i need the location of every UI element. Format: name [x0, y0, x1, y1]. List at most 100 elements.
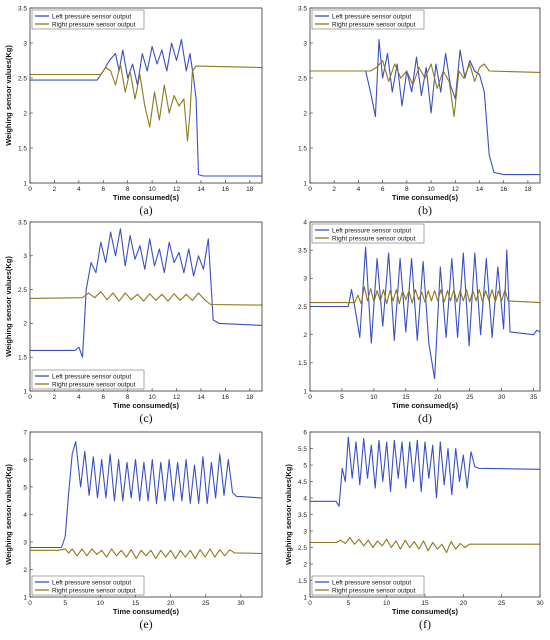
x-tick-label: 12: [452, 186, 460, 193]
y-tick-label: 2.5: [298, 75, 307, 82]
x-tick-label: 15: [421, 600, 429, 607]
series-line-left: [30, 228, 263, 358]
x-tick-label: 18: [524, 186, 532, 193]
y-tick-label: 3.5: [298, 5, 307, 12]
y-tick-label: 6: [303, 429, 307, 436]
y-axis-label: Weighing sensor values(Kg): [4, 45, 13, 146]
plot-frame: [29, 431, 263, 598]
y-tick-label: 1.5: [298, 578, 307, 585]
legend-box: [311, 223, 425, 244]
x-tick-label: 0: [308, 600, 312, 607]
panel-label: (c): [139, 411, 152, 425]
x-tick-label: 10: [427, 186, 435, 193]
x-axis-label: Time consumed(s): [113, 607, 180, 616]
y-tick-label: 3: [23, 253, 27, 260]
legend-entry: Left pressure sensor output: [332, 227, 411, 234]
legend-entry: Right pressure sensor output: [332, 587, 416, 594]
y-tick-label: 2: [23, 110, 27, 117]
x-tick-label: 20: [434, 394, 442, 401]
x-tick-label: 8: [405, 186, 409, 193]
y-tick-label: 5.5: [298, 446, 307, 453]
panel-label: (f): [419, 617, 431, 631]
x-tick-label: 5: [63, 600, 67, 607]
x-tick-label: 0: [28, 186, 32, 193]
legend-entry: Left pressure sensor output: [332, 13, 411, 20]
x-tick-label: 8: [126, 394, 130, 401]
y-tick-label: 1: [23, 180, 27, 187]
legend-box: [31, 575, 145, 596]
y-tick-label: 4: [303, 219, 307, 226]
x-tick-label: 14: [197, 186, 205, 193]
y-tick-label: 4: [303, 495, 307, 502]
legend-box: [31, 369, 145, 390]
x-tick-label: 16: [222, 186, 230, 193]
panel-label: (b): [418, 203, 432, 217]
plot-frame: [309, 7, 541, 184]
x-tick-label: 15: [402, 394, 410, 401]
y-tick-label: 3.5: [18, 5, 27, 12]
x-tick-label: 4: [77, 394, 81, 401]
y-tick-label: 2: [303, 332, 307, 339]
y-tick-label: 1.5: [298, 360, 307, 367]
x-tick-label: 4: [357, 186, 361, 193]
series-line-right: [30, 63, 263, 142]
x-tick-label: 8: [126, 186, 130, 193]
legend-entry: Right pressure sensor output: [332, 235, 416, 242]
x-tick-label: 2: [53, 394, 57, 401]
x-tick-label: 0: [308, 394, 312, 401]
legend-entry: Left pressure sensor output: [52, 373, 131, 380]
y-tick-label: 3: [303, 276, 307, 283]
x-axis-label: Time consumed(s): [113, 401, 180, 410]
x-tick-label: 2: [53, 186, 57, 193]
y-axis-label: Weighing sensor values(Kg): [4, 256, 13, 357]
chart-panel: 0 2 4 6 8 10 12 14 16 18 1 1.5 2 2.5 3 3.5 Time consumed…: [4, 5, 263, 217]
x-tick-label: 30: [237, 600, 245, 607]
y-tick-label: 3.5: [18, 219, 27, 226]
legend-box: [311, 9, 425, 30]
series-line-left: [30, 441, 263, 549]
series-line-right: [30, 548, 263, 560]
plot-frame: [29, 221, 263, 392]
y-axis-label: Weighing sensor values(Kg): [4, 464, 13, 565]
y-tick-label: 5: [303, 462, 307, 469]
x-tick-label: 14: [197, 394, 205, 401]
x-tick-label: 10: [148, 394, 156, 401]
y-tick-label: 1: [303, 594, 307, 601]
legend-entry: Right pressure sensor output: [52, 21, 136, 28]
legend-box: [31, 9, 145, 30]
y-tick-label: 6: [23, 457, 27, 464]
x-tick-label: 12: [173, 186, 181, 193]
series-line-left: [310, 246, 541, 380]
y-tick-label: 3: [23, 539, 27, 546]
series-line-left: [310, 436, 541, 507]
chart-panel: 0 2 4 6 8 10 12 14 16 18 1 1.5 2 2.5 3 3.5 Time consumed…: [298, 5, 541, 217]
y-tick-label: 1: [303, 180, 307, 187]
panel-label: (e): [139, 617, 152, 631]
legend-box: [311, 575, 425, 596]
x-tick-label: 30: [498, 394, 506, 401]
legend-entry: Right pressure sensor output: [332, 21, 416, 28]
plot-frame: [309, 431, 541, 598]
y-tick-label: 3.5: [298, 247, 307, 254]
x-axis-label: Time consumed(s): [392, 607, 459, 616]
x-tick-label: 20: [460, 600, 468, 607]
panel-label: (d): [418, 411, 432, 425]
series-line-right: [310, 537, 540, 554]
x-axis-label: Time consumed(s): [113, 193, 180, 202]
y-tick-label: 2.5: [298, 304, 307, 311]
x-tick-label: 25: [498, 600, 506, 607]
series-line-right: [310, 59, 541, 118]
x-tick-label: 25: [466, 394, 474, 401]
plot-frame: [29, 7, 263, 184]
x-tick-label: 0: [308, 186, 312, 193]
y-tick-label: 7: [23, 429, 27, 436]
x-tick-label: 6: [101, 186, 105, 193]
chart-panel: 0 5 10 15 20 25 30 35 1 1.5 2 2.5 3 3.5 4 Time consumed…: [298, 219, 541, 425]
y-tick-label: 1: [23, 594, 27, 601]
y-tick-label: 4.5: [298, 479, 307, 486]
